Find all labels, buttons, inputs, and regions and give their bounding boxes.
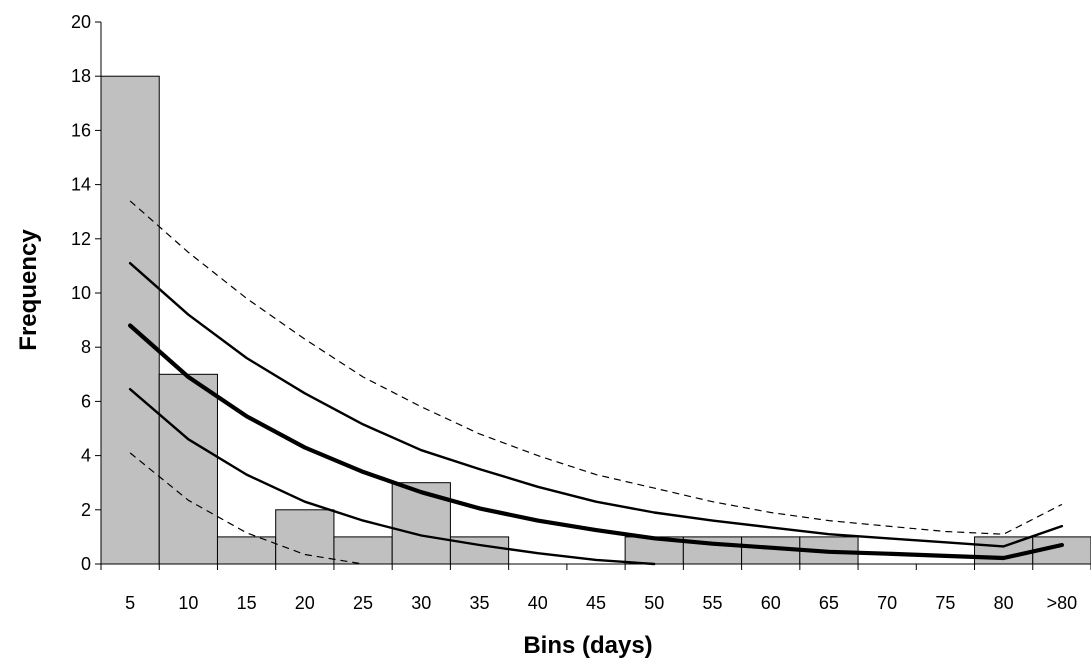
fit-lines [128,200,1065,566]
fitted-mean-line [128,323,1065,561]
y-tick-label: 16 [71,120,91,140]
x-tick-label: 30 [411,593,431,613]
x-tick-label: 60 [761,593,781,613]
x-ticks: 5 10 15 20 25 30 35 40 45 50 55 60 65 70 75 80 >80 [100,564,1091,613]
x-tick-label: 10 [178,593,198,613]
bar-5 [100,75,160,565]
y-axis-title: Frequency [15,229,42,351]
x-axis-title: Bins (days) [523,632,652,659]
x-tick-label: 80 [994,593,1014,613]
x-tick-label: 55 [702,593,722,613]
x-tick-label: 45 [586,593,606,613]
x-tick-label: 40 [528,593,548,613]
y-tick-label: 2 [81,500,91,520]
y-tick-label: 8 [81,337,91,357]
solid-bound-line [128,262,1064,548]
y-tick-label: 20 [71,12,91,32]
y-tick-label: 12 [71,229,91,249]
dashed-bound-line [129,200,1063,535]
x-tick-label: 35 [470,593,490,613]
dashed-bound-line [129,452,364,565]
x-tick-label: 15 [237,593,257,613]
x-tick-label: 70 [877,593,897,613]
y-ticks: 0 2 4 6 8 10 12 14 16 18 20 [71,12,101,574]
x-tick-label: 75 [935,593,955,613]
bar-10 [158,373,218,565]
y-tick-label: 6 [81,391,91,411]
x-tick-label: 25 [353,593,373,613]
bar-25 [333,536,393,565]
y-tick-label: 14 [71,175,91,195]
axes [100,22,1091,565]
x-tick-label: 50 [644,593,664,613]
bars [100,75,1091,565]
y-tick-label: 18 [71,66,91,86]
bar-30 [391,482,451,565]
x-tick-label: 20 [295,593,315,613]
y-tick-label: 4 [81,446,91,466]
x-tick-label: 5 [125,593,135,613]
x-tick-label: 65 [819,593,839,613]
y-tick-label: 10 [71,283,91,303]
bar-20 [275,509,335,565]
solid-bound-line [128,388,656,566]
y-tick-label: 0 [81,554,91,574]
x-tick-label: >80 [1047,593,1078,613]
bar-15 [216,536,277,565]
